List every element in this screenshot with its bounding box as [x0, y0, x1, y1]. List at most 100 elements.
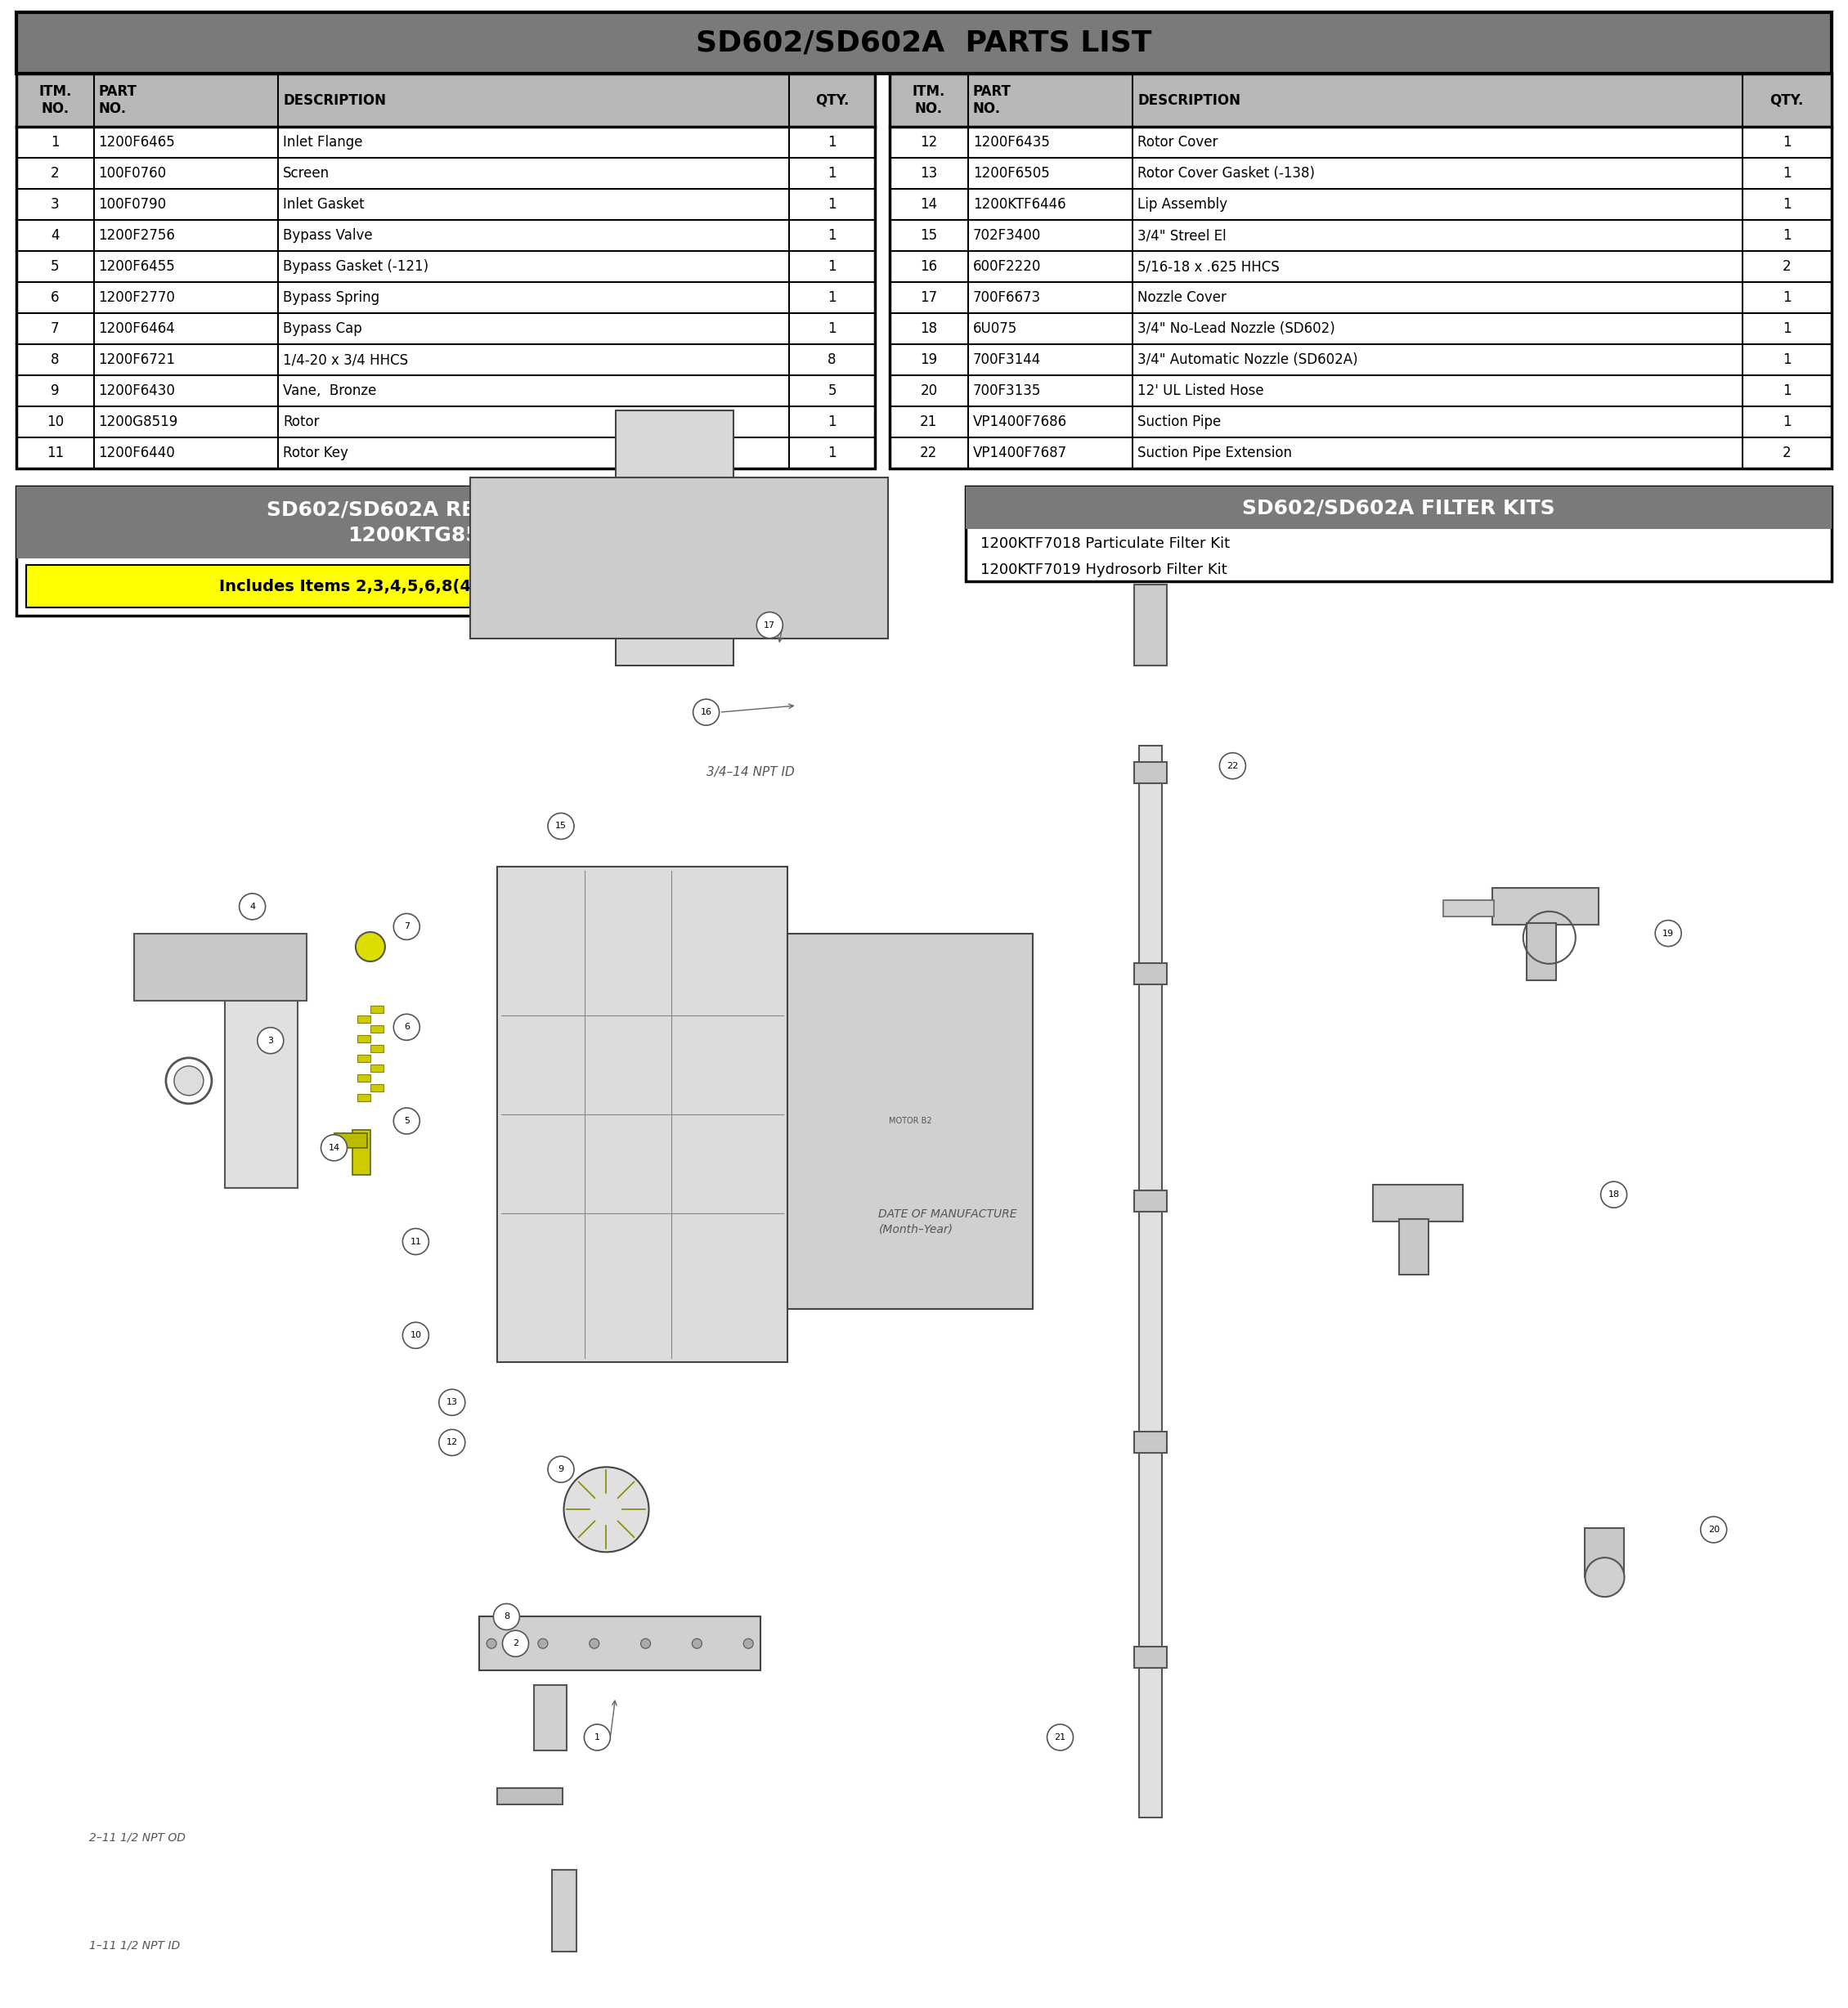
Text: 3/4" No-Lead Nozzle (SD602): 3/4" No-Lead Nozzle (SD602): [1138, 321, 1336, 335]
Text: Rotor Cover: Rotor Cover: [1138, 135, 1218, 151]
Text: 1: 1: [1783, 351, 1791, 367]
Bar: [370, 1026, 383, 1032]
Text: 17: 17: [920, 291, 937, 305]
Text: 1200F6505: 1200F6505: [972, 167, 1050, 181]
Circle shape: [1600, 1181, 1626, 1207]
Text: 1200KTF6446: 1200KTF6446: [972, 197, 1066, 211]
Bar: [17, 12, 1831, 74]
Text: 12' UL Listed Hose: 12' UL Listed Hose: [1138, 384, 1264, 398]
Text: VP1400F7687: VP1400F7687: [972, 446, 1066, 460]
Bar: [1135, 761, 1168, 783]
Text: 6U075: 6U075: [972, 321, 1016, 335]
Text: PART
NO.: PART NO.: [98, 84, 137, 116]
Text: 1200KTF7018 Particulate Filter Kit: 1200KTF7018 Particulate Filter Kit: [981, 536, 1231, 550]
Text: 3: 3: [268, 1036, 274, 1044]
Text: 3/4–14 NPT ID: 3/4–14 NPT ID: [706, 767, 795, 779]
Text: Screen: Screen: [283, 167, 329, 181]
Text: 1: 1: [50, 135, 59, 151]
Text: ITM.
NO.: ITM. NO.: [913, 84, 946, 116]
Text: 1: 1: [828, 197, 837, 211]
Circle shape: [394, 914, 419, 940]
Text: 2: 2: [1783, 259, 1791, 273]
Text: 12: 12: [445, 1438, 458, 1446]
Text: Rotor Key: Rotor Key: [283, 446, 349, 460]
Text: 8: 8: [503, 1612, 510, 1620]
Text: 16: 16: [920, 259, 937, 273]
Text: 4: 4: [249, 902, 255, 912]
Text: SD602/SD602A  PARTS LIST: SD602/SD602A PARTS LIST: [697, 28, 1151, 56]
Circle shape: [1220, 753, 1246, 779]
Text: 12: 12: [920, 135, 937, 151]
Text: 6: 6: [403, 1022, 410, 1032]
Text: 1200F6721: 1200F6721: [98, 351, 176, 367]
Circle shape: [1700, 1516, 1726, 1542]
Bar: [17, 486, 839, 616]
Text: 4: 4: [50, 229, 59, 243]
Circle shape: [547, 1456, 575, 1482]
Circle shape: [693, 699, 719, 725]
Text: 7: 7: [403, 922, 410, 932]
Bar: [26, 564, 830, 608]
Text: 2: 2: [1783, 446, 1791, 460]
Text: Suction Pipe: Suction Pipe: [1138, 414, 1222, 430]
Text: 1200G8519: 1200G8519: [98, 414, 177, 430]
Text: MOTOR B2: MOTOR B2: [889, 1116, 931, 1124]
Bar: [1135, 964, 1168, 984]
Text: 1–11 1/2 NPT ID: 1–11 1/2 NPT ID: [89, 1940, 179, 1952]
Text: 1: 1: [828, 167, 837, 181]
Bar: [334, 1133, 366, 1149]
Text: 21: 21: [1055, 1733, 1066, 1741]
Text: 1: 1: [1783, 135, 1791, 151]
Text: 8: 8: [828, 351, 837, 367]
Text: 2: 2: [50, 167, 59, 181]
Bar: [534, 1685, 567, 1751]
Bar: [479, 1616, 761, 1671]
Text: 1200F2756: 1200F2756: [98, 229, 176, 243]
Text: Nozzle Cover: Nozzle Cover: [1138, 291, 1227, 305]
Circle shape: [756, 612, 784, 639]
Text: ITM.
NO.: ITM. NO.: [39, 84, 72, 116]
Bar: [357, 1036, 370, 1042]
Text: QTY.: QTY.: [1770, 92, 1804, 108]
Circle shape: [403, 1229, 429, 1255]
Bar: [1135, 1191, 1168, 1213]
Text: 1200F6464: 1200F6464: [98, 321, 176, 335]
Bar: [357, 1094, 370, 1102]
Text: 5/16-18 x .625 HHCS: 5/16-18 x .625 HHCS: [1138, 259, 1279, 273]
Circle shape: [1048, 1725, 1074, 1751]
Bar: [370, 1064, 383, 1072]
Text: 9: 9: [558, 1466, 564, 1474]
Text: 1: 1: [1783, 167, 1791, 181]
Bar: [1491, 888, 1599, 924]
Text: DATE OF MANUFACTURE
(Month–Year): DATE OF MANUFACTURE (Month–Year): [878, 1209, 1016, 1235]
Text: SD602/SD602A FILTER KITS: SD602/SD602A FILTER KITS: [1242, 498, 1556, 518]
Text: 1: 1: [828, 414, 837, 430]
Text: DESCRIPTION: DESCRIPTION: [283, 92, 386, 108]
Text: 1: 1: [828, 291, 837, 305]
Circle shape: [394, 1014, 419, 1040]
Text: 1: 1: [1783, 384, 1791, 398]
Text: 5: 5: [828, 384, 837, 398]
Text: 3: 3: [50, 197, 59, 211]
Circle shape: [693, 1639, 702, 1649]
Bar: [1399, 1219, 1429, 1275]
Text: 3/4" Streel El: 3/4" Streel El: [1138, 229, 1227, 243]
Text: 9: 9: [50, 384, 59, 398]
Text: 19: 19: [1663, 930, 1674, 938]
Text: 100F0790: 100F0790: [98, 197, 166, 211]
Text: 700F6673: 700F6673: [972, 291, 1040, 305]
Bar: [1140, 745, 1162, 1817]
Text: VP1400F7686: VP1400F7686: [972, 414, 1066, 430]
Text: 16: 16: [700, 709, 711, 717]
Bar: [1135, 584, 1168, 665]
Bar: [357, 1016, 370, 1022]
Circle shape: [503, 1630, 529, 1657]
Circle shape: [590, 1639, 599, 1649]
Bar: [353, 1131, 370, 1175]
Circle shape: [322, 1135, 347, 1161]
Bar: [135, 934, 307, 1000]
Text: 1200F6465: 1200F6465: [98, 135, 176, 151]
Circle shape: [174, 1066, 203, 1096]
Circle shape: [403, 1323, 429, 1349]
Text: 1: 1: [1783, 291, 1791, 305]
